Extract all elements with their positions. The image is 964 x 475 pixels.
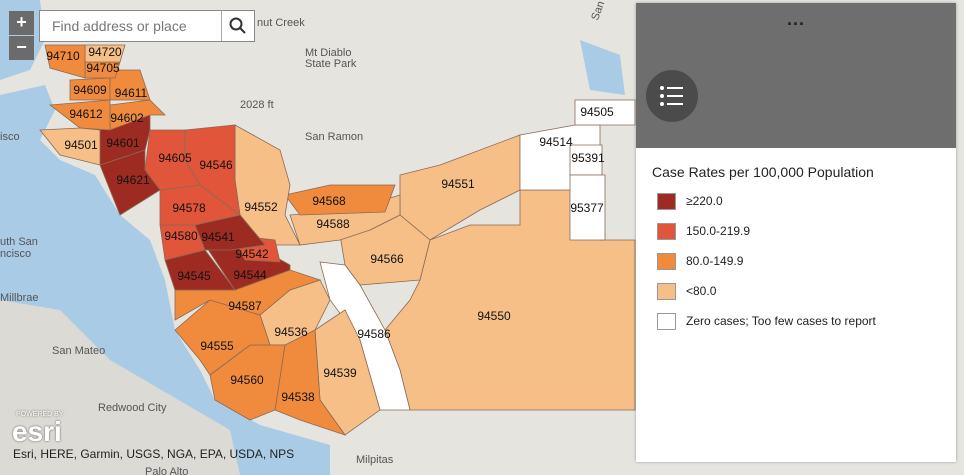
zip-label: 94536 <box>274 325 308 339</box>
legend-panel: ... Case Rates per 100,000 Population ≥2… <box>636 3 956 462</box>
zip-label: 94705 <box>86 61 120 75</box>
zip-area[interactable] <box>284 184 396 216</box>
zip-label: 94720 <box>88 45 122 59</box>
legend-swatch <box>657 192 676 210</box>
legend-label: 80.0-149.9 <box>686 254 744 268</box>
search-button[interactable] <box>222 11 254 41</box>
panel-menu[interactable]: ... <box>786 9 805 29</box>
esri-logo: esri <box>12 416 62 447</box>
zoom-in[interactable]: + <box>9 11 34 35</box>
zip-area[interactable] <box>574 99 636 126</box>
zip-label: 94605 <box>158 151 192 165</box>
legend-item: Zero cases; Too few cases to report <box>657 312 956 330</box>
zip-label: 94560 <box>230 373 264 387</box>
zip-labels: 94550 94551 94514 94505 95391 95377 94566 94588… <box>46 45 614 404</box>
legend-item: 80.0-149.9 <box>657 252 956 270</box>
zip-label: 94588 <box>316 217 350 231</box>
zip-label: 94580 <box>164 229 198 243</box>
search-placeholder[interactable]: Find address or place <box>40 11 222 41</box>
zip-label: 94601 <box>106 136 140 150</box>
zip-label: 94586 <box>357 327 391 341</box>
place-label: San Ramon <box>305 131 363 143</box>
legend-item: <80.0 <box>657 282 956 300</box>
place-label: Redwood City <box>98 402 167 414</box>
search-icon <box>229 17 246 34</box>
legend-swatch <box>657 252 676 270</box>
zip-label: 94609 <box>73 83 107 97</box>
legend: ≥220.0 150.0-219.9 80.0-149.9 <80.0 Zero cas… <box>636 192 956 330</box>
zip-label: 94566 <box>370 252 404 266</box>
zip-label: 94514 <box>539 135 573 149</box>
legend-label: 150.0-219.9 <box>686 224 751 238</box>
zip-label: 94551 <box>441 177 475 191</box>
esri-powered: POWERED BY <box>16 411 64 418</box>
zip-area[interactable] <box>109 69 151 101</box>
place-label: isco <box>0 131 20 143</box>
zip-label: 94602 <box>110 111 144 125</box>
attribution: Esri, HERE, Garmin, USGS, NGA, EPA, USDA… <box>13 447 295 461</box>
place-label: San Mateo <box>52 345 105 357</box>
zip-area[interactable] <box>44 44 86 79</box>
zip-label: 94546 <box>199 158 233 172</box>
zip-label: 94611 <box>115 86 148 100</box>
legend-swatch <box>657 222 676 240</box>
zip-area[interactable] <box>569 174 606 241</box>
zip-label: 94539 <box>323 366 357 380</box>
delta-water <box>580 40 625 95</box>
zoom-out[interactable]: − <box>9 36 34 60</box>
zip-label: 94587 <box>228 299 262 313</box>
place-label: Mt Diablo <box>305 47 351 59</box>
zip-label: 95377 <box>570 201 604 215</box>
peninsula-land <box>0 300 240 475</box>
legend-icon <box>660 86 683 106</box>
legend-swatch <box>657 282 676 300</box>
zip-label: 94545 <box>177 269 211 283</box>
legend-label: <80.0 <box>686 284 717 298</box>
zip-area[interactable] <box>48 99 111 131</box>
place-label: uth San <box>0 236 38 248</box>
zip-label: 94568 <box>312 194 346 208</box>
legend-label: Zero cases; Too few cases to report <box>686 314 876 328</box>
place-label: State Park <box>305 58 357 70</box>
legend-swatch <box>657 312 676 330</box>
zip-label: 94710 <box>46 49 80 63</box>
place-label: 2028 ft <box>240 99 274 111</box>
zip-label: 94552 <box>244 200 278 214</box>
zip-label: 94578 <box>172 201 206 215</box>
zip-label: 94612 <box>69 107 103 121</box>
zip-label: 94550 <box>477 309 511 323</box>
legend-item: 150.0-219.9 <box>657 222 956 240</box>
zip-polygons <box>39 44 636 436</box>
zip-label: 94505 <box>580 105 614 119</box>
zip-area[interactable] <box>39 127 101 166</box>
place-label: Millbrae <box>0 292 39 304</box>
legend-label: ≥220.0 <box>686 194 723 208</box>
search-box[interactable]: Find address or place <box>39 10 255 42</box>
zip-label: 94541 <box>201 230 235 244</box>
legend-item: ≥220.0 <box>657 192 956 210</box>
place-label: Palo Alto <box>145 466 188 475</box>
zip-label: 94544 <box>233 268 267 282</box>
place-label: nut Creek <box>257 17 305 29</box>
panel-header: ... <box>636 3 956 148</box>
legend-title: Case Rates per 100,000 Population <box>652 164 874 180</box>
zip-label: 94501 <box>64 138 98 152</box>
zip-label: 94555 <box>200 339 234 353</box>
place-label: Milpitas <box>356 454 394 466</box>
zip-label: 95391 <box>571 151 605 165</box>
zip-label: 94621 <box>116 173 150 187</box>
zip-label: 94538 <box>281 390 315 404</box>
legend-button[interactable] <box>646 70 698 122</box>
zip-label: 94542 <box>235 247 269 261</box>
place-label: ncisco <box>0 248 31 260</box>
